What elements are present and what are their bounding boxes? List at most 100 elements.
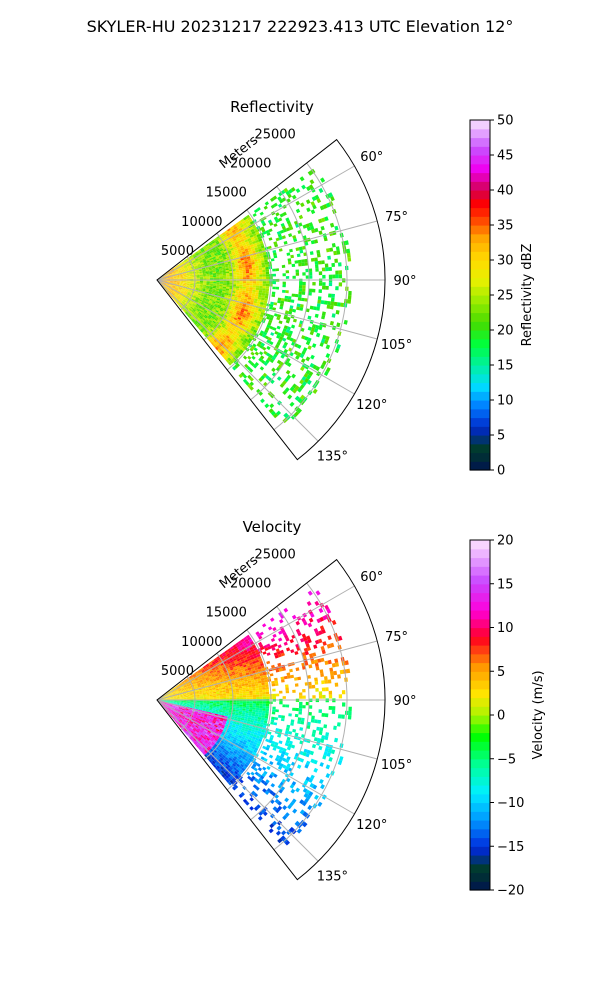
field-cell [183, 277, 187, 278]
field-cell [173, 266, 177, 269]
field-cell [178, 300, 182, 304]
field-cell [242, 288, 246, 291]
field-cell [283, 240, 288, 245]
field-cell [170, 289, 174, 292]
field-cell [262, 271, 266, 275]
field-cell [201, 290, 206, 293]
field-cell [176, 281, 181, 282]
field-cell [318, 282, 323, 286]
colorbar-segment [470, 172, 490, 182]
field-cell [179, 284, 183, 287]
field-cell [248, 709, 253, 712]
field-cell [172, 272, 176, 275]
field-cell [172, 273, 176, 275]
field-cell [173, 282, 177, 284]
field-cell [180, 281, 184, 283]
field-cell [248, 688, 253, 692]
field-cell [285, 369, 291, 375]
field-cell [183, 274, 187, 276]
field-cell [254, 351, 259, 356]
field-cell [177, 290, 181, 293]
field-cell [226, 696, 230, 698]
field-cell [216, 282, 220, 284]
reflectivity-colorbar-label: Reflectivity dBZ [520, 244, 535, 347]
field-cell [176, 283, 180, 285]
colorbar-segment [470, 137, 490, 147]
field-cell [190, 257, 194, 260]
field-cell [184, 260, 188, 263]
field-cell [301, 184, 306, 190]
colorbar-segment [470, 338, 490, 349]
field-cell [199, 274, 204, 276]
field-cell [175, 287, 179, 290]
field-cell [203, 697, 207, 699]
field-cell [316, 249, 321, 254]
field-cell [203, 295, 208, 298]
field-cell [219, 702, 224, 704]
field-cell [198, 269, 203, 272]
field-cell [168, 271, 172, 273]
field-cell [205, 288, 210, 290]
field-cell [186, 282, 190, 284]
field-cell [163, 278, 167, 279]
field-cell [189, 271, 193, 273]
field-cell [222, 283, 227, 286]
field-cell [195, 288, 199, 290]
field-cell [328, 293, 332, 298]
field-cell [178, 269, 182, 271]
field-cell [277, 203, 283, 208]
field-cell [177, 295, 181, 299]
field-cell [187, 292, 191, 295]
field-cell [242, 693, 247, 696]
field-cell [199, 273, 203, 275]
field-cell [204, 294, 208, 297]
field-cell [171, 287, 175, 289]
field-cell [169, 273, 173, 276]
field-cell [285, 276, 290, 279]
field-cell [216, 283, 220, 285]
field-cell [180, 282, 184, 284]
field-cell [176, 276, 180, 278]
field-cell [343, 319, 348, 325]
field-cell [183, 277, 187, 279]
field-cell [321, 311, 326, 316]
field-cell [242, 277, 247, 280]
field-cell [252, 272, 256, 275]
field-cell [307, 315, 312, 320]
field-cell [180, 265, 184, 268]
field-cell [169, 285, 173, 287]
field-cell [259, 211, 264, 216]
field-cell [209, 701, 214, 704]
field-cell [165, 274, 169, 276]
field-cell [291, 194, 297, 200]
field-cell [249, 275, 253, 278]
field-cell [162, 283, 165, 286]
colorbar-segment [470, 321, 490, 331]
field-cell [260, 398, 265, 404]
field-cell [255, 272, 260, 275]
field-cell [206, 286, 210, 288]
colorbar-tick-label: 5 [497, 429, 505, 444]
field-cell [202, 287, 206, 290]
field-cell [185, 289, 189, 291]
field-cell [188, 308, 193, 311]
field-cell [188, 289, 192, 291]
field-cell [272, 273, 276, 277]
figure-suptitle: SKYLER-HU 20231217 222923.413 UTC Elevat… [87, 17, 514, 36]
field-cell [196, 280, 200, 282]
field-cell [203, 700, 207, 702]
field-cell [328, 274, 333, 279]
field-cell [226, 703, 230, 706]
field-cell [174, 299, 177, 303]
field-cell [175, 293, 179, 297]
field-cell [176, 297, 180, 300]
field-cell [202, 286, 207, 289]
field-cell [255, 268, 259, 271]
field-cell [216, 696, 220, 699]
field-cell [245, 288, 250, 292]
field-cell [314, 313, 319, 318]
field-cell [192, 309, 196, 313]
field-cell [192, 296, 197, 299]
field-cell [219, 275, 223, 277]
field-cell [174, 270, 179, 272]
